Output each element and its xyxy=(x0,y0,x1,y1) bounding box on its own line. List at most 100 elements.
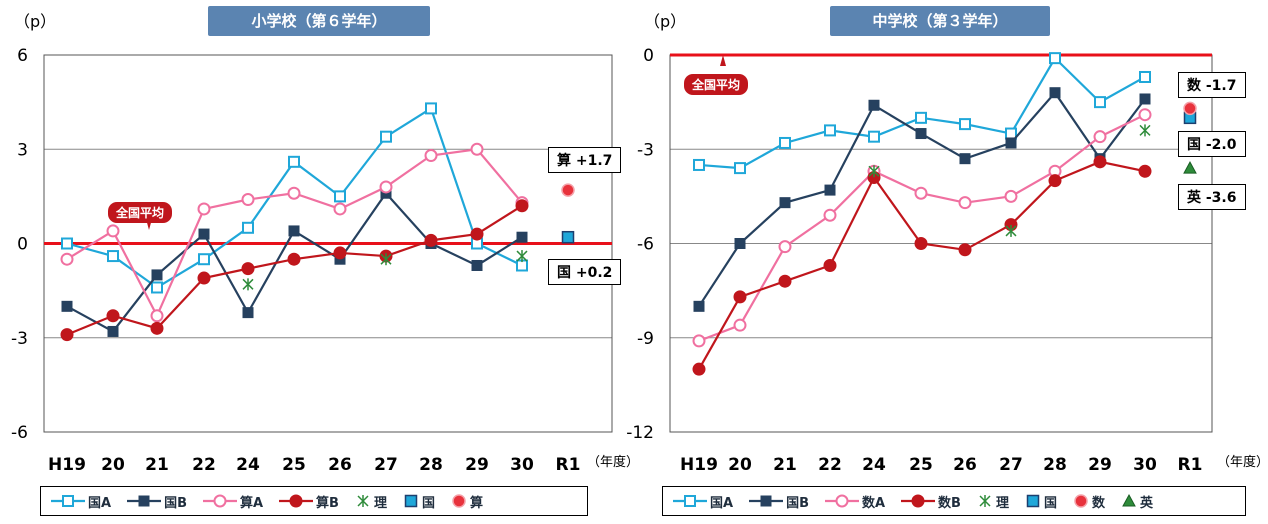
x-tick-label: 24 xyxy=(862,455,886,475)
data-point xyxy=(693,300,705,312)
data-point xyxy=(241,262,255,276)
x-tick-label: 24 xyxy=(236,455,260,475)
x-tick-label: 27 xyxy=(999,455,1023,475)
series-数A xyxy=(692,108,1152,348)
data-point xyxy=(107,250,119,263)
x-tick-label: 26 xyxy=(953,455,977,475)
x-tick-label: 25 xyxy=(909,455,933,475)
data-point xyxy=(106,224,120,238)
data-point xyxy=(959,118,971,131)
data-point xyxy=(868,99,880,111)
data-point xyxy=(1093,155,1107,169)
data-point xyxy=(915,111,927,124)
legend-item: 算 xyxy=(451,492,483,511)
x-tick-label: 21 xyxy=(145,455,169,475)
series-line xyxy=(66,204,523,336)
data-point xyxy=(868,130,880,143)
x-tick-label: 22 xyxy=(818,455,842,475)
legend-label: 数 xyxy=(1092,495,1106,511)
legend-item: 国A xyxy=(673,492,733,511)
data-point xyxy=(516,250,528,263)
legend-item: 算A xyxy=(202,492,264,511)
legend-item: 英 xyxy=(1121,492,1153,511)
legend-label: 国B xyxy=(786,495,809,511)
data-point xyxy=(1138,108,1152,122)
data-point xyxy=(561,183,575,197)
y-tick-label: -6 xyxy=(637,235,654,255)
data-point xyxy=(959,153,971,165)
legend-label: 理 xyxy=(373,495,387,511)
data-point xyxy=(515,199,529,213)
chart-title: 小学校（第６学年） xyxy=(208,6,430,36)
data-point xyxy=(198,253,210,266)
callout-san: 算 +1.7 xyxy=(548,147,622,173)
data-point xyxy=(197,202,211,216)
data-point xyxy=(380,253,392,266)
data-point xyxy=(150,321,164,335)
y-unit-label: （p） xyxy=(644,12,687,31)
series-理 xyxy=(242,250,528,291)
data-point xyxy=(778,240,792,254)
data-point xyxy=(333,202,347,216)
data-point xyxy=(242,221,254,234)
data-point xyxy=(1138,164,1152,178)
data-point xyxy=(242,278,254,291)
data-point xyxy=(733,290,747,304)
legend-swatch xyxy=(901,494,936,508)
data-point xyxy=(733,318,747,332)
x-tick-label: R1 xyxy=(1178,455,1203,475)
data-point xyxy=(1005,137,1017,149)
legend-marker xyxy=(979,495,991,507)
legend-label: 国B xyxy=(164,495,187,511)
data-point xyxy=(287,252,301,266)
legend-label: 算A xyxy=(239,495,264,511)
data-point xyxy=(1139,70,1151,83)
legend-marker xyxy=(404,494,418,508)
data-point xyxy=(287,186,301,200)
data-point xyxy=(1139,93,1151,105)
y-tick-label: -3 xyxy=(11,329,28,349)
data-point xyxy=(824,124,836,137)
legend-label: 数A xyxy=(861,495,886,511)
legend-swatch xyxy=(202,494,237,508)
callout-koku: 国 +0.2 xyxy=(548,259,622,285)
data-point xyxy=(197,271,211,285)
x-tick-label: 22 xyxy=(192,455,216,475)
data-point xyxy=(107,325,119,337)
legend-marker xyxy=(289,494,303,508)
legend-item: 国 xyxy=(1025,492,1057,511)
series-数B xyxy=(692,155,1152,376)
x-tick-label: 29 xyxy=(1088,455,1112,475)
legend-swatch xyxy=(673,495,707,507)
data-point xyxy=(1005,224,1017,237)
legend-item: 算B xyxy=(279,492,339,511)
x-tick-label: 27 xyxy=(374,455,398,475)
series-英 xyxy=(1183,161,1197,174)
legend-marker xyxy=(452,494,466,508)
data-point xyxy=(288,155,300,168)
data-point xyxy=(288,225,300,237)
data-point xyxy=(734,238,746,249)
legend-swatch xyxy=(127,495,162,507)
series-算B xyxy=(60,199,529,342)
data-point xyxy=(380,130,392,143)
data-point xyxy=(823,258,837,272)
year-unit-label: （年度） xyxy=(1217,455,1268,470)
legend-label: 国A xyxy=(88,495,112,511)
data-point xyxy=(198,228,210,240)
data-point xyxy=(779,197,791,209)
legend-marker xyxy=(1026,494,1040,508)
y-tick-label: -12 xyxy=(626,423,654,443)
data-point xyxy=(692,362,706,376)
y-tick-label: -9 xyxy=(637,329,654,349)
legend-swatch xyxy=(51,495,85,507)
x-tick-label: 25 xyxy=(282,455,306,475)
series-国B xyxy=(693,87,1151,312)
data-point xyxy=(958,243,972,257)
year-unit-label: （年度） xyxy=(587,455,640,470)
series-国 xyxy=(561,230,575,244)
data-point xyxy=(470,142,484,156)
x-tick-label: 28 xyxy=(419,455,443,475)
data-point xyxy=(914,237,928,250)
